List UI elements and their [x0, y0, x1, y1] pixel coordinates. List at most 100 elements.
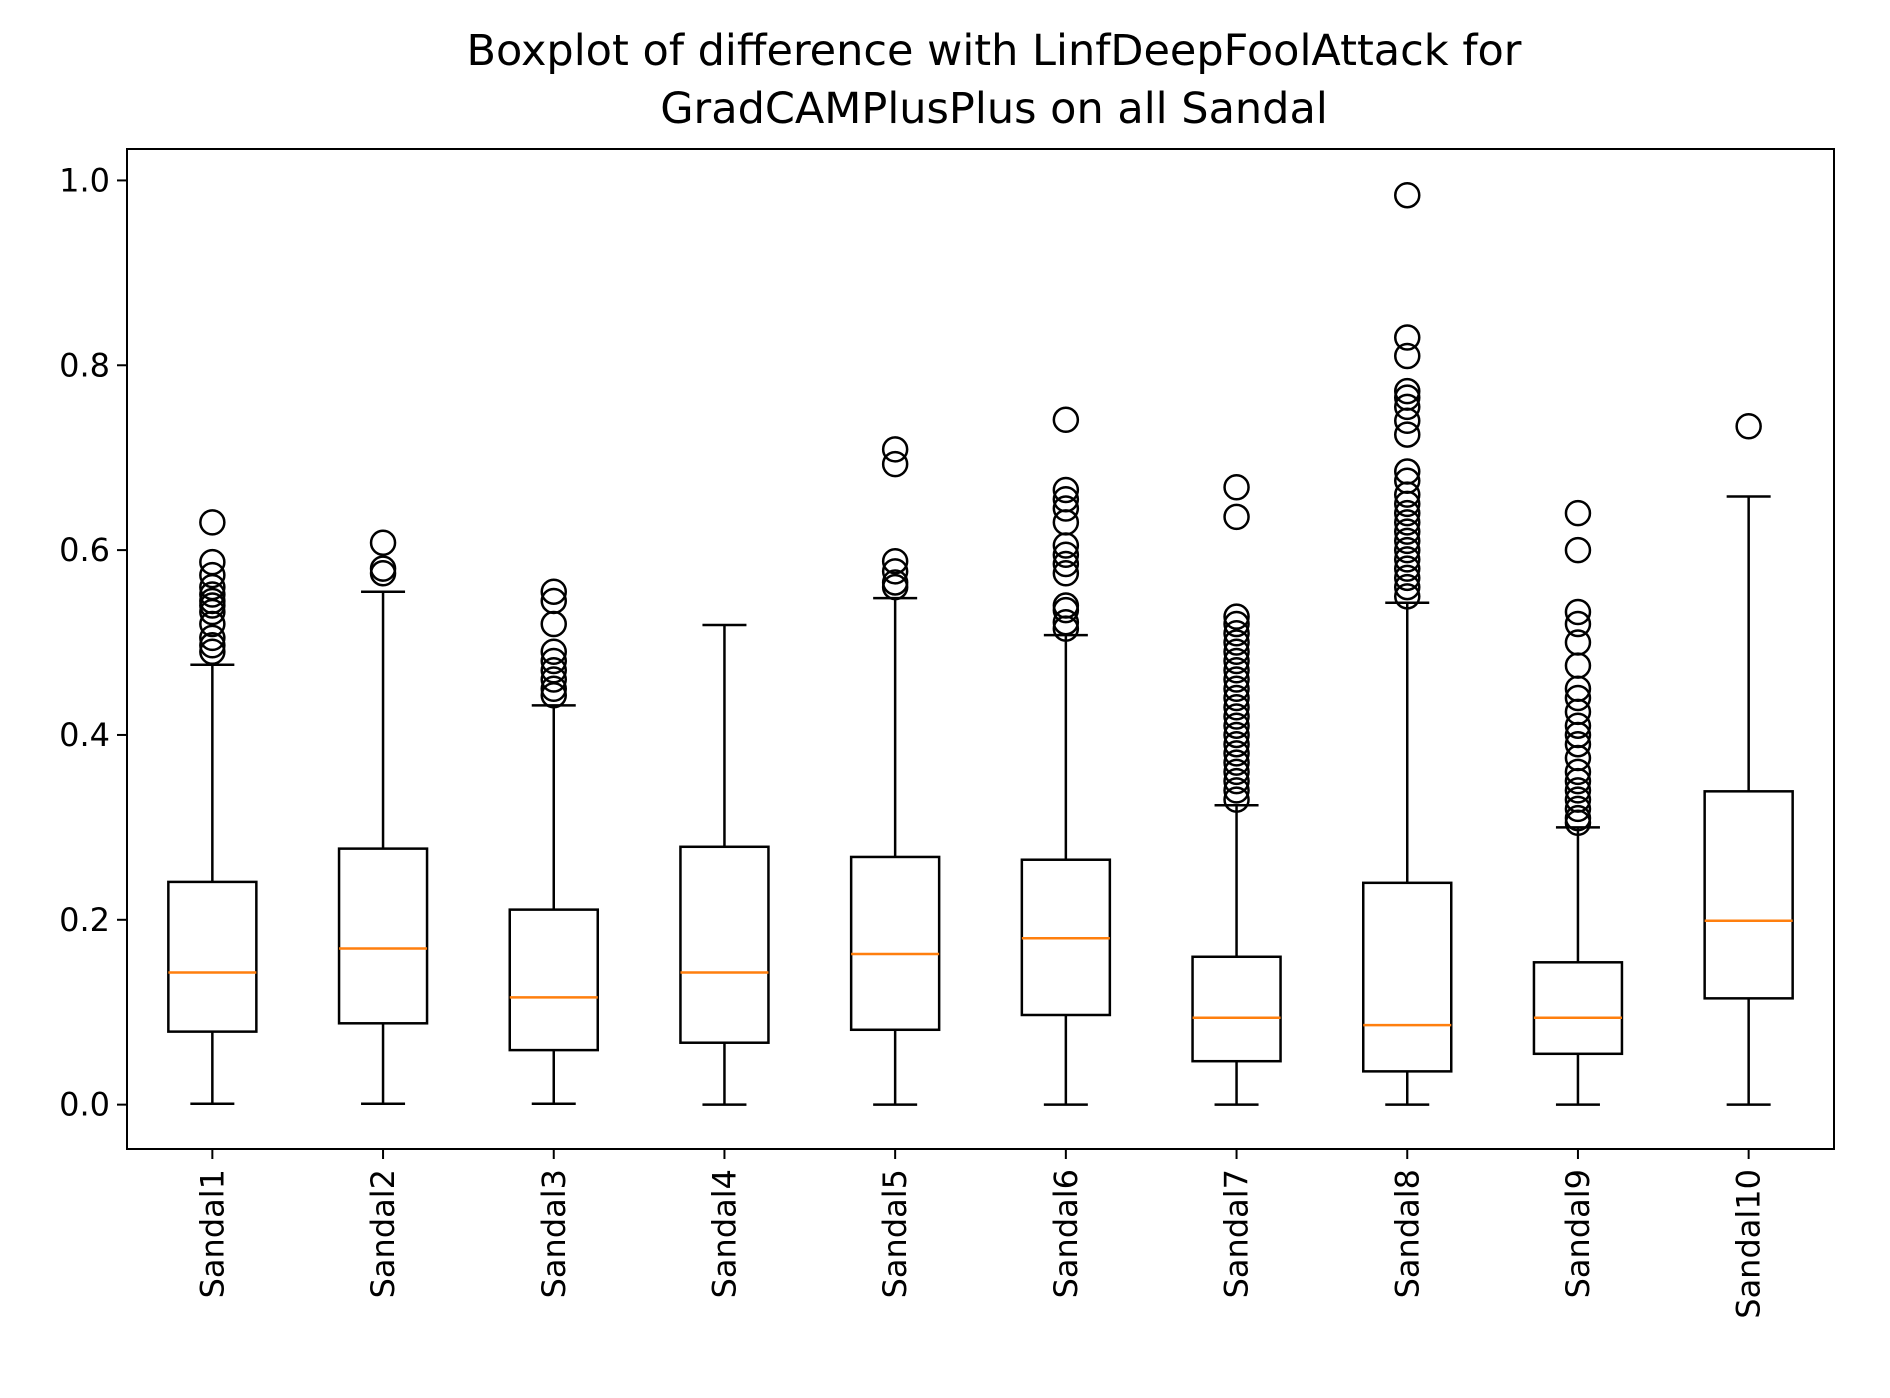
outlier-point	[1223, 740, 1250, 767]
outlier-point	[540, 647, 567, 675]
outlier-point	[1223, 712, 1250, 739]
outlier-point	[1052, 559, 1080, 587]
outlier-point	[199, 624, 226, 652]
box-group-sandal7	[1191, 474, 1282, 1106]
y-tick-label: 1.0	[59, 161, 110, 199]
outlier-point	[1564, 795, 1592, 823]
outlier-point	[540, 666, 567, 693]
box-group-sandal8	[1362, 181, 1453, 1106]
outlier-point	[1564, 786, 1592, 813]
x-tick-label: Sandal3	[535, 1169, 573, 1298]
x-tick-label: Sandal4	[705, 1169, 743, 1298]
box-group-sandal3	[508, 578, 599, 1105]
outlier-point	[1394, 573, 1421, 601]
outlier-point	[199, 561, 226, 589]
outlier-point	[881, 569, 909, 596]
outlier-point	[1223, 629, 1250, 656]
outlier-point	[1394, 555, 1421, 582]
box-group-sandal2	[337, 529, 429, 1105]
outlier-point	[1223, 703, 1250, 730]
outlier-point	[1394, 458, 1421, 485]
outlier-point	[199, 638, 226, 666]
outlier-point	[1223, 647, 1250, 675]
outlier-point	[199, 632, 226, 659]
outlier-point	[1223, 657, 1250, 684]
outlier-point	[1394, 536, 1421, 564]
outlier-point	[1394, 518, 1421, 545]
y-tick-label: 0.6	[59, 531, 110, 569]
outlier-point	[1052, 541, 1080, 568]
outlier-point	[540, 657, 567, 684]
chart-title-line-1: Boxplot of difference with LinfDeepFoolA…	[467, 26, 1522, 76]
outlier-point	[881, 547, 909, 575]
outlier-point	[1394, 509, 1421, 536]
outlier-point	[1223, 758, 1250, 786]
box-iqr	[337, 847, 429, 1025]
outlier-point	[369, 529, 397, 556]
box-iqr	[849, 855, 941, 1032]
box-group-sandal6	[1020, 406, 1112, 1106]
outlier-point	[1223, 666, 1250, 693]
outlier-point	[881, 436, 909, 463]
outlier-point	[540, 578, 567, 605]
outlier-point	[1052, 495, 1080, 522]
axes: Sandal1 Sandal2 Sandal3 Sandal4 Sandal5 Sanda…	[59, 161, 1768, 1318]
outlier-point	[1564, 712, 1592, 739]
outlier-point	[1564, 610, 1592, 638]
box-iqr	[679, 845, 770, 1044]
outlier-point	[1052, 550, 1080, 578]
box-group-sandal9	[1532, 499, 1624, 1106]
box-group-sandal5	[849, 436, 941, 1106]
y-tick-label: 0.8	[59, 346, 110, 384]
outlier-point	[881, 558, 909, 585]
outlier-point	[1223, 603, 1250, 630]
chart-title-line-2: GradCAMPlusPlus on all Sandal	[660, 84, 1328, 134]
outlier-point	[1223, 730, 1250, 758]
x-tick-label: Sandal9	[1559, 1169, 1597, 1298]
plot-area	[167, 181, 1794, 1106]
outlier-point	[369, 555, 397, 582]
outlier-point	[1052, 592, 1080, 619]
x-tick-label: Sandal8	[1388, 1169, 1426, 1298]
x-tick-label: Sandal7	[1218, 1169, 1256, 1298]
outlier-point	[1564, 684, 1592, 712]
outlier-point	[1564, 730, 1592, 758]
outlier-point	[1223, 474, 1250, 501]
outlier-point	[1394, 546, 1421, 573]
outlier-point	[1223, 638, 1250, 666]
outlier-point	[540, 638, 567, 666]
box-iqr	[167, 880, 258, 1033]
outlier-point	[1223, 777, 1250, 804]
outlier-point	[199, 581, 226, 608]
outlier-point	[1223, 620, 1250, 647]
x-tick-label: Sandal5	[876, 1169, 914, 1298]
box-group-sandal1	[167, 509, 258, 1105]
box-iqr	[1532, 961, 1624, 1056]
y-tick-label: 0.4	[59, 716, 110, 754]
x-tick-label: Sandal1	[193, 1169, 231, 1298]
outlier-point	[1564, 777, 1592, 804]
outlier-point	[1394, 384, 1421, 411]
box-iqr	[1191, 955, 1282, 1063]
outlier-point	[1223, 749, 1250, 776]
outlier-point	[1223, 767, 1250, 795]
axes-frame	[126, 148, 1835, 1150]
outlier-point	[1394, 342, 1421, 370]
box-group-sandal4	[679, 623, 770, 1106]
outlier-point	[1052, 486, 1080, 513]
y-tick-label: 0.2	[59, 901, 110, 939]
outlier-point	[1394, 499, 1421, 527]
outlier-point	[540, 587, 567, 615]
outlier-point	[1394, 393, 1421, 421]
outlier-point	[1223, 675, 1250, 702]
outlier-point	[1052, 406, 1080, 434]
outlier-point	[1394, 583, 1421, 610]
outlier-point	[1223, 721, 1250, 749]
outlier-point	[199, 548, 226, 576]
outlier-point	[1564, 598, 1592, 626]
outlier-point	[1394, 467, 1421, 495]
outlier-point	[199, 509, 226, 536]
x-tick-label: Sandal2	[364, 1169, 402, 1298]
